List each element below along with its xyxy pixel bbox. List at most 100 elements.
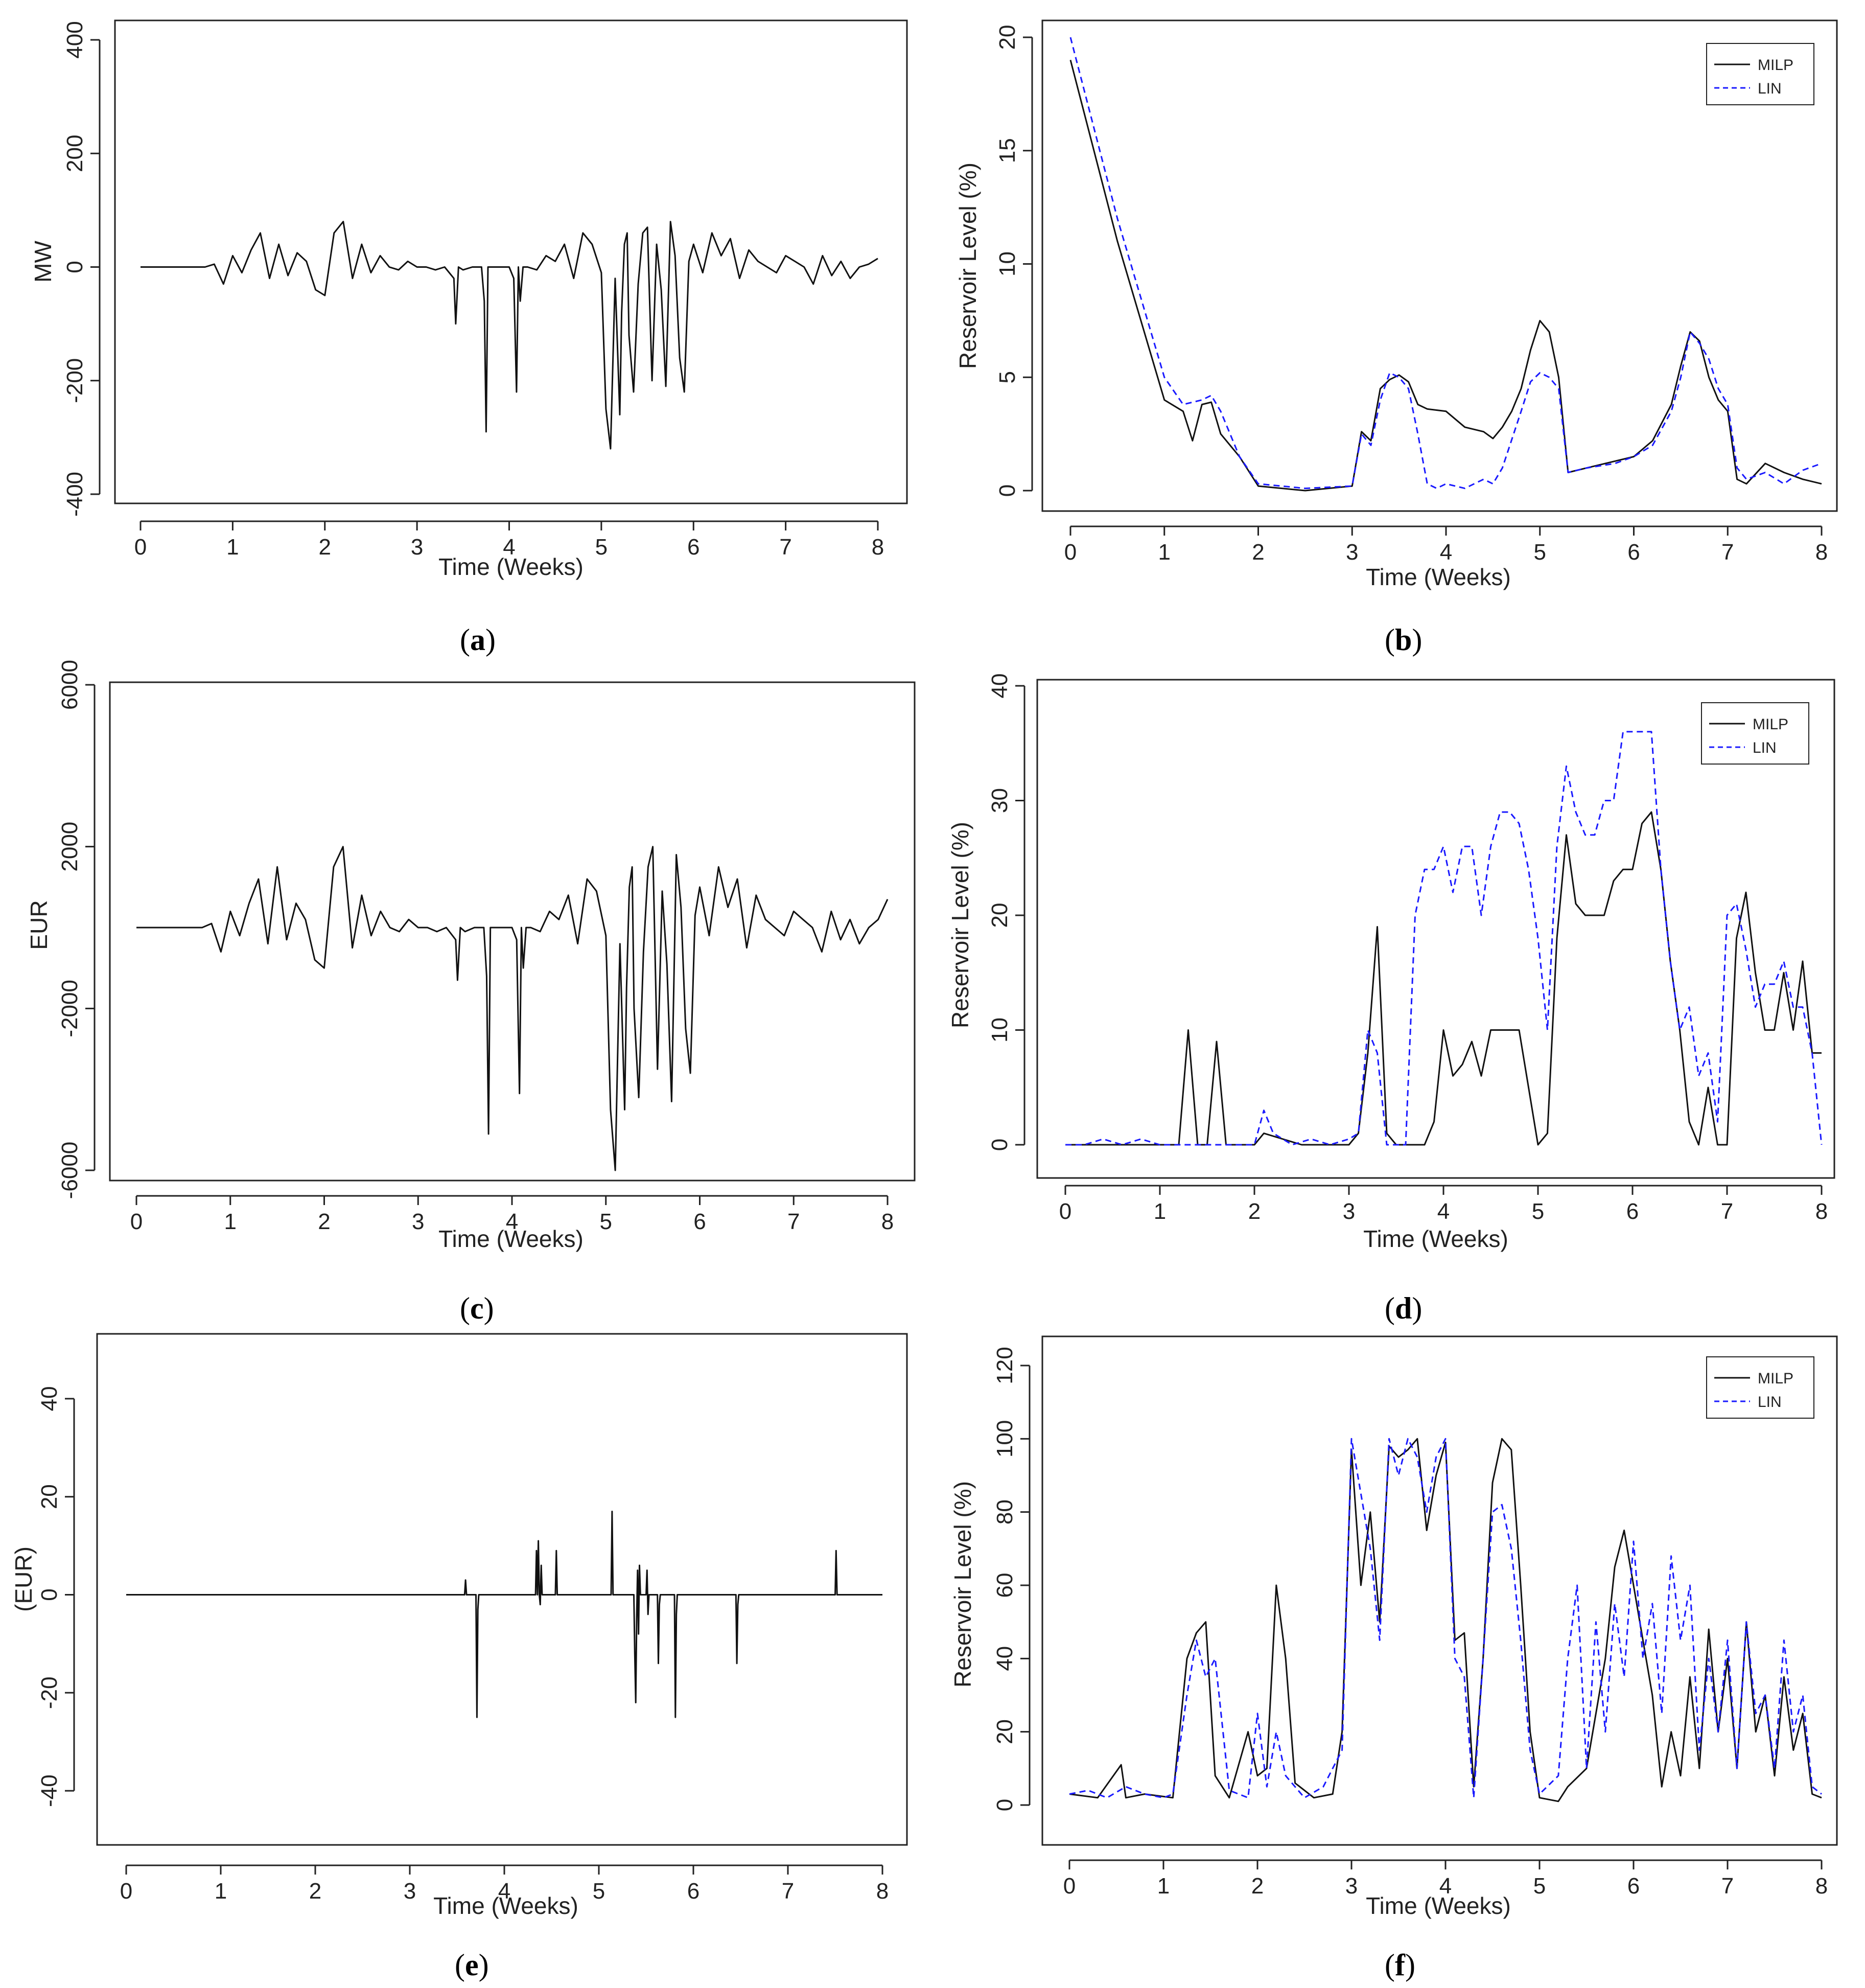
x-tick-label-a: 8 — [872, 535, 884, 560]
caption-c: (c) — [460, 1291, 494, 1325]
legend-box-d — [1701, 702, 1809, 765]
ylabel-e: (EUR) — [10, 1546, 37, 1612]
series-line-eur-c — [136, 846, 889, 1171]
y-tick-label-b: 20 — [995, 25, 1020, 50]
x-tick-label-e: 0 — [120, 1879, 132, 1904]
x-tick-label-b: 7 — [1721, 540, 1734, 565]
y-tick-label-e: -20 — [37, 1677, 62, 1709]
x-tick-label-c: 7 — [787, 1209, 800, 1234]
x-tick-label-e: 2 — [309, 1879, 321, 1904]
plot-frame-e — [96, 1333, 908, 1846]
x-tick-label-d: 7 — [1721, 1199, 1733, 1224]
legend-f: MILP LIN — [1706, 1356, 1814, 1419]
legend-label-milp-b: MILP — [1758, 57, 1793, 74]
x-tick-label-a: 0 — [134, 535, 147, 560]
x-tick-label-c: 2 — [318, 1209, 330, 1234]
y-tick-label-b: 5 — [995, 371, 1020, 383]
x-tick-label-e: 3 — [404, 1879, 416, 1904]
series-line-milp-f — [1069, 1438, 1822, 1802]
caption-e-letter: e — [465, 1948, 479, 1982]
caption-a-letter: a — [470, 623, 485, 657]
x-tick-label-e: 5 — [593, 1879, 605, 1904]
x-tick-label-e: 6 — [687, 1879, 700, 1904]
y-tick-label-a: 0 — [62, 261, 87, 273]
x-tick-label-c: 6 — [693, 1209, 706, 1234]
legend-label-milp-f: MILP — [1758, 1370, 1793, 1387]
x-tick-label-b: 3 — [1346, 540, 1358, 565]
y-tick-label-e: -40 — [37, 1774, 62, 1807]
legend-label-lin-d: LIN — [1753, 739, 1777, 756]
y-tick-label-d: 20 — [987, 903, 1012, 928]
x-tick-label-c: 8 — [881, 1209, 894, 1234]
y-tick-label-f: 0 — [992, 1799, 1017, 1811]
caption-d: (d) — [1385, 1291, 1422, 1325]
x-tick-label-d: 1 — [1154, 1199, 1166, 1224]
axes-a — [99, 40, 878, 522]
plot-frame-f — [1041, 1335, 1838, 1846]
y-tick-label-c: 2000 — [57, 822, 82, 872]
y-tick-label-f: 120 — [992, 1347, 1017, 1384]
x-tick-label-d: 2 — [1248, 1199, 1261, 1224]
legend-label-lin-f: LIN — [1758, 1394, 1782, 1411]
x-tick-label-c: 1 — [224, 1209, 237, 1234]
x-tick-label-b: 8 — [1815, 540, 1828, 565]
series-line-lin-d — [1065, 731, 1823, 1146]
y-tick-label-c: -2000 — [57, 980, 82, 1037]
xlabel-a: Time (Weeks) — [438, 553, 584, 580]
y-tick-label-b: 15 — [995, 138, 1020, 163]
panel-d: 0 1 2 3 4 5 6 7 8 0 10 20 30 40 MILP LIN Time (Weeks)… — [947, 674, 1835, 1325]
x-tick-label-d: 6 — [1626, 1199, 1639, 1224]
x-tick-label-d: 3 — [1343, 1199, 1355, 1224]
xlabel-e: Time (Weeks) — [433, 1892, 578, 1919]
y-tick-label-a: -200 — [62, 358, 87, 403]
series-a — [141, 221, 878, 450]
caption-a: (a) — [460, 623, 496, 657]
ticks-b: 0 1 2 3 4 5 6 7 8 0 5 10 15 20 — [995, 25, 1828, 565]
series-b — [1069, 37, 1822, 492]
x-tick-label-b: 6 — [1627, 540, 1640, 565]
xlabel-d: Time (Weeks) — [1363, 1226, 1508, 1252]
y-tick-label-d: 30 — [987, 788, 1012, 813]
series-e — [126, 1511, 882, 1718]
x-tick-label-e: 4 — [498, 1879, 510, 1904]
caption-f: (f) — [1385, 1948, 1415, 1982]
ticks-a: 0 1 2 3 4 5 6 7 8 -400 -200 0 200 400 — [62, 21, 884, 560]
y-tick-label-c: -6000 — [57, 1142, 82, 1199]
x-tick-label-a: 7 — [779, 535, 791, 560]
caption-e: (e) — [455, 1948, 489, 1982]
legend-box-b — [1706, 43, 1814, 105]
x-tick-label-a: 3 — [411, 535, 423, 560]
axes-f — [1029, 1366, 1822, 1861]
caption-d-letter: d — [1395, 1291, 1412, 1325]
x-tick-label-b: 4 — [1440, 540, 1452, 565]
x-tick-label-f: 7 — [1721, 1874, 1734, 1899]
x-tick-label-f: 6 — [1627, 1874, 1640, 1899]
x-tick-label-c: 3 — [412, 1209, 424, 1234]
y-tick-label-d: 40 — [987, 674, 1012, 699]
x-tick-label-b: 2 — [1252, 540, 1264, 565]
x-tick-label-f: 8 — [1815, 1874, 1828, 1899]
series-c — [136, 846, 889, 1171]
x-tick-label-b: 1 — [1158, 540, 1171, 565]
x-tick-label-a: 2 — [319, 535, 331, 560]
caption-f-letter: f — [1395, 1948, 1406, 1982]
xlabel-b: Time (Weeks) — [1366, 564, 1511, 590]
x-tick-label-c: 0 — [130, 1209, 143, 1234]
x-tick-label-d: 0 — [1059, 1199, 1071, 1224]
y-tick-label-c: 6000 — [57, 660, 82, 710]
y-tick-label-e: 40 — [37, 1386, 62, 1411]
y-tick-label-a: 200 — [62, 135, 87, 172]
legend-d: MILP LIN — [1701, 702, 1809, 765]
panel-c: 0 1 2 3 4 5 6 7 8 -6000 -2000 2000 6000 Time (Weeks)… — [26, 660, 916, 1325]
plot-frame-b — [1041, 19, 1838, 512]
y-tick-label-f: 80 — [992, 1499, 1017, 1524]
y-tick-label-e: 0 — [37, 1588, 62, 1601]
x-tick-label-c: 5 — [600, 1209, 612, 1234]
x-tick-label-a: 5 — [595, 535, 608, 560]
series-f — [1069, 1438, 1822, 1802]
series-line-milp-b — [1069, 60, 1822, 492]
